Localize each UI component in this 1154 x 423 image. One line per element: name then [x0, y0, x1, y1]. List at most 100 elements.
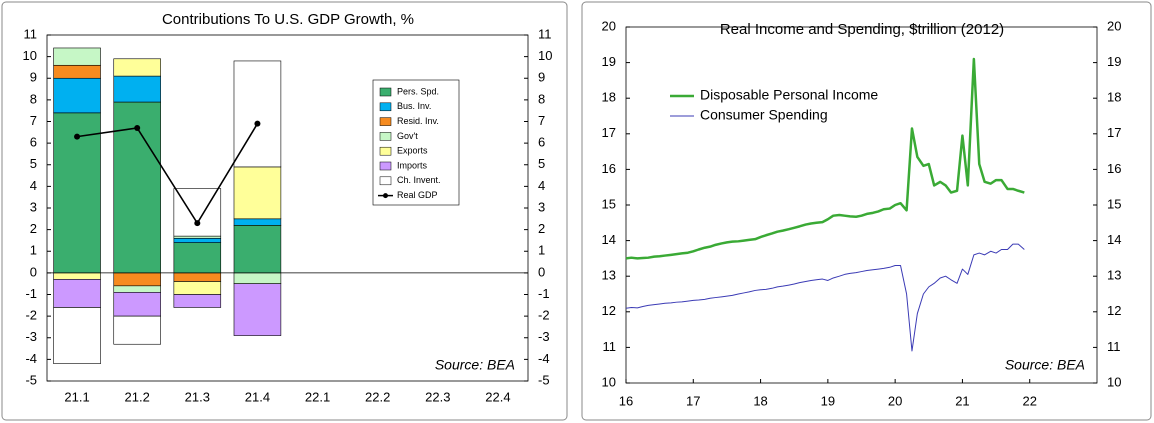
bar-segment: [113, 285, 161, 293]
y-tick-label: 3: [30, 199, 37, 214]
y2-tick-label: 0: [538, 264, 545, 279]
legend-label: Imports: [397, 160, 428, 170]
x-tick-label: 21.2: [125, 389, 150, 404]
y2-tick-label: -4: [538, 351, 550, 366]
bar-segment: [233, 218, 282, 226]
x-tick-label: 21.3: [185, 389, 210, 404]
y-tick-label: 11: [603, 339, 617, 354]
y2-tick-label: 5: [538, 156, 545, 171]
y-tick-label: -3: [25, 329, 37, 344]
y-tick-label: -1: [25, 286, 37, 301]
legend-label: Consumer Spending: [700, 107, 828, 123]
chart-title: Contributions To U.S. GDP Growth, %: [162, 11, 414, 28]
x-tick-label: 21.1: [64, 389, 89, 404]
bar-segment: [233, 272, 282, 284]
legend-label: Bus. Inv.: [397, 101, 431, 111]
legend-label: Pers. Spd.: [397, 86, 439, 96]
x-tick-label: 22.3: [425, 389, 450, 404]
y2-tick-label: 10: [538, 48, 552, 63]
bar-segment: [173, 235, 222, 239]
y2-tick-label: 1: [538, 243, 545, 258]
y-tick-label: 18: [602, 90, 616, 105]
y-tick-label: 10: [602, 374, 616, 389]
y2-tick-label: -5: [538, 372, 550, 387]
y-tick-label: 8: [30, 91, 37, 106]
y-tick-label: 9: [30, 70, 37, 85]
legend-swatch: [383, 193, 388, 199]
y2-tick-label: 15: [1107, 196, 1121, 211]
y2-tick-label: 18: [1107, 90, 1121, 105]
bar-segment: [173, 294, 222, 308]
legend-label: Disposable Personal Income: [700, 87, 878, 103]
legend-label: Ch. Invent.: [397, 175, 441, 185]
y-tick-label: 14: [602, 232, 616, 247]
y-tick-label: 10: [23, 48, 37, 63]
y2-tick-label: -2: [538, 308, 550, 323]
legend-label: Real GDP: [397, 190, 438, 200]
legend-swatch: [379, 176, 392, 186]
x-tick-label: 19: [821, 393, 835, 408]
y-tick-label: 1: [30, 243, 37, 258]
gdp-marker: [254, 120, 261, 127]
legend-label: Gov't: [397, 131, 418, 141]
x-tick-label: 21.4: [245, 389, 270, 404]
y2-tick-label: 20: [1107, 18, 1121, 33]
y-tick-label: 6: [30, 135, 37, 150]
y-tick-label: 19: [602, 54, 616, 69]
source-note: Source: BEA: [1005, 357, 1085, 373]
bar-segment: [113, 315, 161, 345]
legend-swatch: [379, 161, 392, 171]
y2-tick-label: 14: [1107, 232, 1121, 247]
bar-segment: [173, 272, 222, 282]
y-tick-label: 2: [30, 221, 37, 236]
legend-swatch: [379, 132, 392, 141]
bar-segment: [173, 188, 222, 237]
y2-tick-label: 4: [538, 178, 545, 193]
legend-label: Resid. Inv.: [397, 116, 439, 126]
y-tick-label: 16: [602, 161, 616, 176]
y2-tick-label: 9: [538, 70, 545, 85]
y2-tick-label: 8: [538, 91, 545, 106]
bar-segment: [233, 166, 282, 220]
y-tick-label: 5: [30, 156, 37, 171]
y-tick-label: 20: [602, 18, 616, 33]
y-tick-label: 17: [602, 125, 616, 140]
gdp-marker: [74, 133, 81, 140]
panel-frame: [1, 1, 568, 421]
bar-segment: [233, 283, 282, 336]
y-tick-label: 12: [602, 303, 616, 318]
gdp-marker: [134, 124, 141, 131]
legend-swatch: [379, 102, 392, 112]
y2-tick-label: 12: [1107, 303, 1121, 318]
y-tick-label: 11: [24, 26, 38, 41]
bar-segment: [53, 279, 101, 308]
bar-segment: [53, 307, 101, 365]
x-tick-label: 22.2: [365, 389, 390, 404]
y2-tick-label: 10: [1107, 374, 1121, 389]
y2-tick-label: 2: [538, 221, 545, 236]
y2-tick-label: 11: [1107, 339, 1121, 354]
bar-segment: [113, 272, 161, 287]
bar-segment: [233, 225, 282, 274]
y-tick-label: 15: [602, 196, 616, 211]
y2-tick-label: 16: [1107, 161, 1121, 176]
x-tick-label: 22.1: [305, 389, 330, 404]
bar-segment: [113, 58, 161, 77]
y-tick-label: 0: [30, 264, 37, 279]
bar-segment: [113, 292, 161, 317]
y-tick-label: -2: [25, 308, 37, 323]
bar-segment: [53, 272, 101, 280]
legend-swatch: [379, 117, 392, 126]
y-tick-label: 13: [602, 268, 616, 283]
bar-segment: [53, 47, 101, 66]
legend-box: [372, 79, 460, 206]
x-tick-label: 22.4: [485, 389, 510, 404]
y-tick-label: -4: [25, 351, 37, 366]
bar-segment: [173, 237, 222, 243]
y2-tick-label: 11: [538, 26, 552, 41]
y2-tick-label: 6: [538, 135, 545, 150]
x-tick-label: 17: [686, 393, 700, 408]
gdp-marker: [194, 220, 201, 227]
x-tick-label: 21: [955, 393, 969, 408]
